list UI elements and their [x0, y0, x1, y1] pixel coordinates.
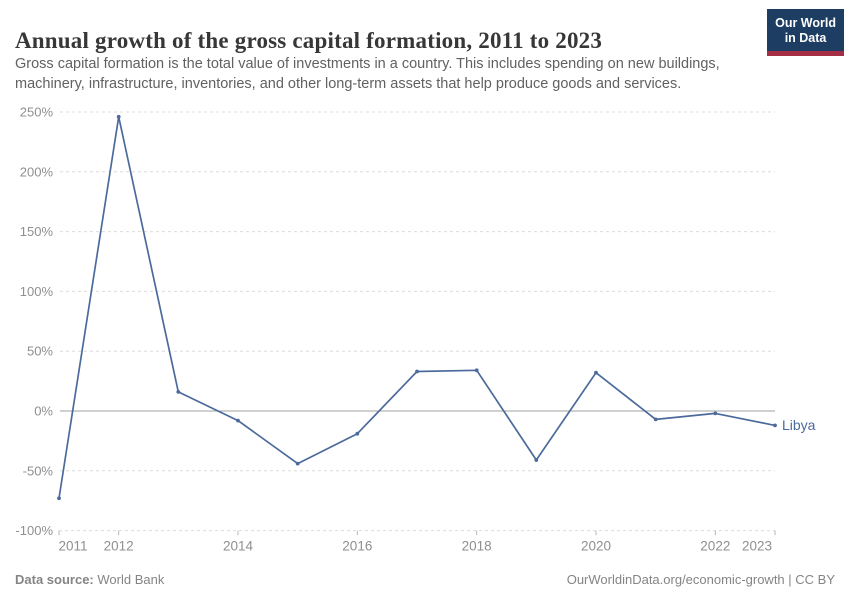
owid-logo: Our World in Data [767, 9, 844, 56]
data-point-marker [773, 423, 777, 428]
x-tick-label: 2011 [58, 539, 87, 554]
y-tick-label: 0% [34, 404, 53, 419]
data-point-marker [415, 369, 419, 374]
y-tick-label: 150% [20, 224, 54, 239]
subtitle-line-1: Gross capital formation is the total val… [15, 56, 720, 72]
data-source-value: World Bank [97, 572, 165, 587]
credit-link[interactable]: OurWorldinData.org/economic-growth | CC … [566, 572, 835, 587]
data-point-marker [653, 417, 658, 422]
data-point-marker [236, 418, 240, 423]
data-point-marker [474, 368, 479, 373]
y-tick-label: -100% [15, 523, 53, 538]
data-point-marker [594, 370, 598, 375]
x-tick-label: 2020 [581, 539, 611, 554]
data-point-marker [176, 390, 181, 394]
y-tick-label: 100% [20, 284, 54, 299]
chart-subtitle: Gross capital formation is the total val… [15, 54, 720, 94]
page-title: Annual growth of the gross capital forma… [15, 28, 603, 54]
x-tick-label: 2018 [462, 539, 492, 554]
data-point-marker [713, 411, 718, 416]
x-tick-label: 2012 [104, 539, 134, 554]
owid-logo-line2: in Data [784, 30, 827, 45]
data-point-marker [295, 461, 300, 466]
x-tick-label: 2016 [342, 539, 372, 554]
x-tick-label: 2014 [223, 539, 254, 554]
x-tick-label: 2022 [700, 539, 730, 554]
data-source-label: Data source: [15, 572, 94, 587]
subtitle-line-2: machinery, infrastructure, inventories, … [15, 76, 682, 92]
y-tick-label: 200% [20, 164, 54, 179]
data-point-marker [355, 431, 360, 436]
y-tick-label: -50% [23, 463, 54, 478]
data-point-marker [116, 114, 121, 119]
owid-logo-line1: Our World [775, 16, 836, 30]
series-label-libya: Libya [782, 417, 816, 433]
libya-line [58, 115, 776, 500]
y-tick-label: 250% [20, 105, 54, 120]
data-source: Data source: World Bank [15, 572, 164, 587]
chart-footer: Data source: World Bank OurWorldinData.o… [15, 572, 835, 587]
y-tick-label: 50% [27, 344, 53, 359]
x-tick-label: 2023 [742, 539, 772, 554]
data-point-marker [534, 458, 539, 462]
data-point-marker [57, 496, 61, 501]
